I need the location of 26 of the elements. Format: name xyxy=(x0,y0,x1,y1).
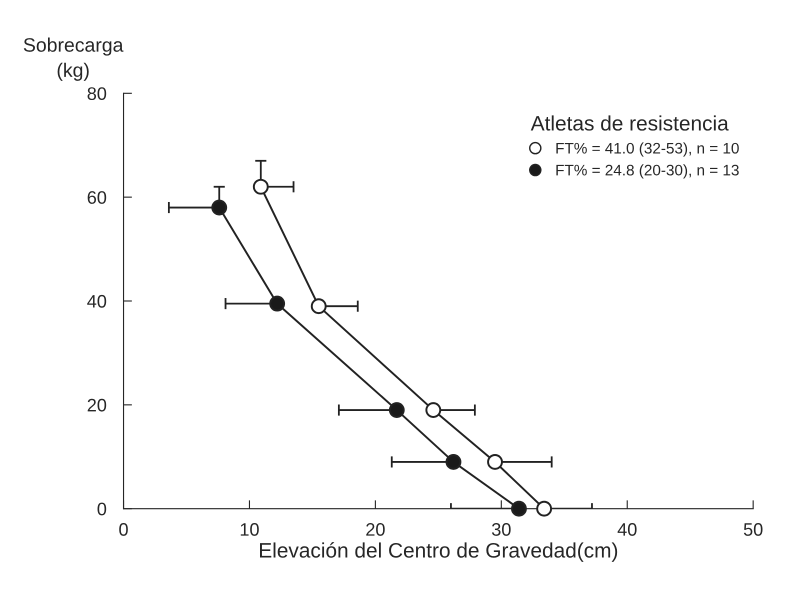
point xyxy=(511,500,527,517)
point xyxy=(446,454,462,470)
x-tick-label: 40 xyxy=(618,523,637,536)
x-tick-label: 50 xyxy=(744,523,762,536)
legend-label: FT% = 41.0 (32-53), n = 10 xyxy=(556,142,739,157)
point xyxy=(487,454,503,470)
y-tick-label: 0 xyxy=(98,502,106,516)
point xyxy=(269,296,286,312)
point xyxy=(252,178,269,195)
y-tick-label: 20 xyxy=(88,398,106,412)
legend-label: FT% = 24.8 (20-30), n = 13 xyxy=(556,164,739,179)
point xyxy=(425,402,442,418)
y-tick-label: 60 xyxy=(88,191,106,204)
y-tick-label: 80 xyxy=(88,87,106,100)
y-axis-title: Sobrecarga (kg) xyxy=(24,38,124,81)
x-tick-label: 0 xyxy=(119,523,128,536)
point xyxy=(388,402,405,418)
x-tick-label: 20 xyxy=(366,523,385,536)
y-tick-label: 40 xyxy=(87,294,106,308)
legend-title: Atletas de resistencia xyxy=(530,115,729,131)
x-tick-label: 10 xyxy=(240,523,259,536)
x-tick-label: 30 xyxy=(492,523,511,536)
point xyxy=(310,298,327,314)
x-axis-title: Elevación del Centro de Gravedad(cm) xyxy=(260,542,618,562)
point xyxy=(536,500,552,517)
point xyxy=(211,200,228,216)
